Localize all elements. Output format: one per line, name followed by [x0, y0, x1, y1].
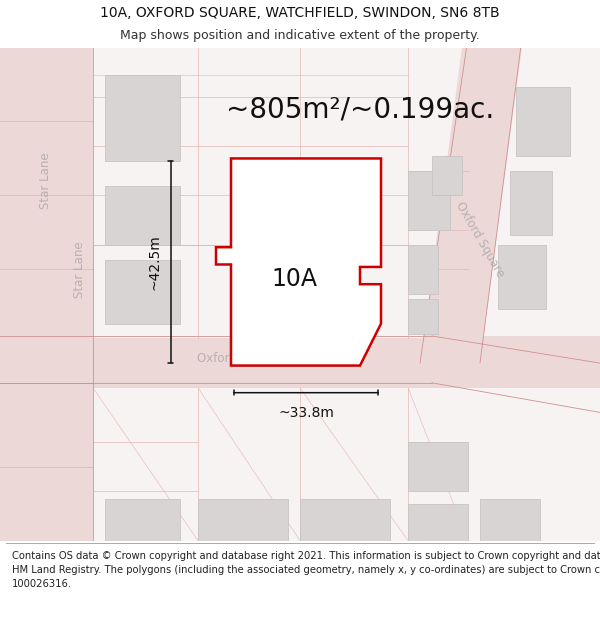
Text: Star Lane: Star Lane [73, 241, 86, 298]
Polygon shape [0, 48, 93, 541]
Text: 10A: 10A [271, 268, 317, 291]
Polygon shape [432, 156, 462, 196]
Polygon shape [408, 442, 468, 491]
Text: ~33.8m: ~33.8m [278, 406, 334, 421]
Text: Oxford Square: Oxford Square [453, 200, 507, 280]
Polygon shape [516, 87, 570, 156]
Polygon shape [498, 245, 546, 309]
Polygon shape [408, 171, 450, 230]
Text: ~42.5m: ~42.5m [147, 234, 161, 290]
Text: Star Lane: Star Lane [39, 152, 52, 209]
Polygon shape [480, 499, 540, 541]
Polygon shape [408, 504, 468, 541]
Text: Map shows position and indicative extent of the property.: Map shows position and indicative extent… [120, 29, 480, 42]
Polygon shape [408, 245, 438, 294]
Polygon shape [105, 259, 180, 324]
Polygon shape [105, 499, 180, 541]
Text: 10A, OXFORD SQUARE, WATCHFIELD, SWINDON, SN6 8TB: 10A, OXFORD SQUARE, WATCHFIELD, SWINDON,… [100, 6, 500, 20]
Text: ~805m²/~0.199ac.: ~805m²/~0.199ac. [226, 95, 494, 123]
Polygon shape [105, 186, 180, 245]
Text: Contains OS data © Crown copyright and database right 2021. This information is : Contains OS data © Crown copyright and d… [12, 551, 600, 589]
Polygon shape [198, 499, 288, 541]
Polygon shape [0, 336, 600, 388]
Text: Oxford Square: Oxford Square [197, 352, 283, 364]
Polygon shape [420, 48, 522, 363]
Polygon shape [216, 159, 381, 366]
Polygon shape [300, 499, 390, 541]
Polygon shape [510, 171, 552, 235]
Polygon shape [408, 299, 438, 334]
Polygon shape [105, 74, 180, 161]
